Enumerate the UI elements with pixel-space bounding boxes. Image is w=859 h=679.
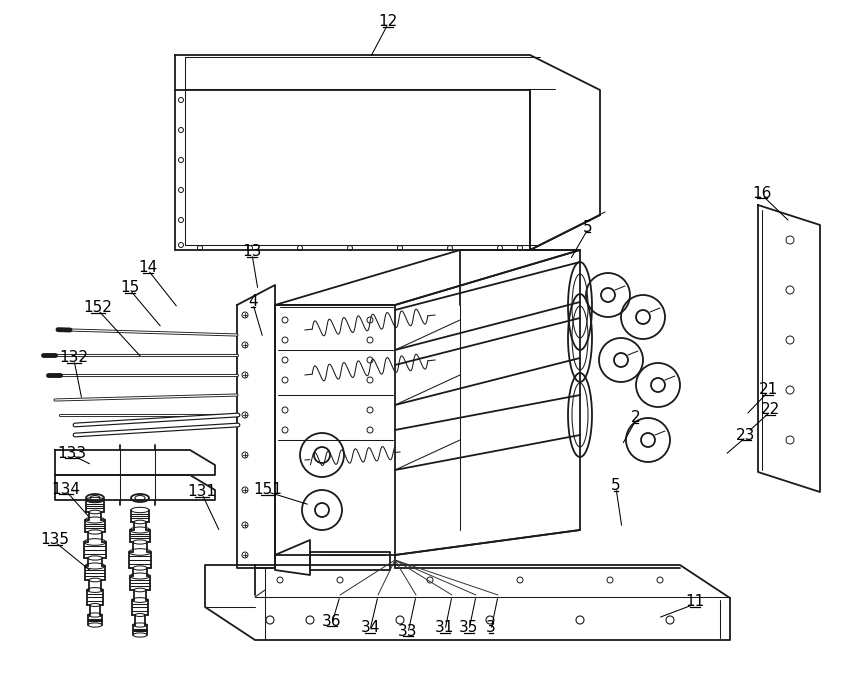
Text: 36: 36	[322, 614, 342, 629]
Text: 2: 2	[631, 411, 641, 426]
Text: 14: 14	[138, 261, 157, 276]
Text: 21: 21	[758, 382, 777, 397]
Text: 152: 152	[83, 301, 113, 316]
Text: 133: 133	[58, 445, 87, 460]
Text: 13: 13	[242, 244, 262, 259]
Text: 12: 12	[378, 14, 398, 29]
Text: 16: 16	[752, 185, 771, 200]
Text: 15: 15	[120, 280, 140, 295]
Text: 4: 4	[248, 295, 258, 310]
Text: 151: 151	[253, 483, 283, 498]
Text: 5: 5	[583, 219, 593, 234]
Text: 11: 11	[685, 595, 704, 610]
Text: 34: 34	[360, 621, 380, 636]
Text: 134: 134	[52, 481, 81, 496]
Text: 31: 31	[436, 621, 454, 636]
Text: 23: 23	[736, 428, 756, 443]
Text: 135: 135	[40, 532, 70, 547]
Text: 35: 35	[460, 621, 478, 636]
Text: 3: 3	[486, 621, 496, 636]
Text: 132: 132	[59, 350, 88, 365]
Text: 131: 131	[187, 485, 216, 500]
Text: 33: 33	[399, 623, 417, 638]
Text: 22: 22	[760, 403, 780, 418]
Text: 5: 5	[612, 479, 621, 494]
